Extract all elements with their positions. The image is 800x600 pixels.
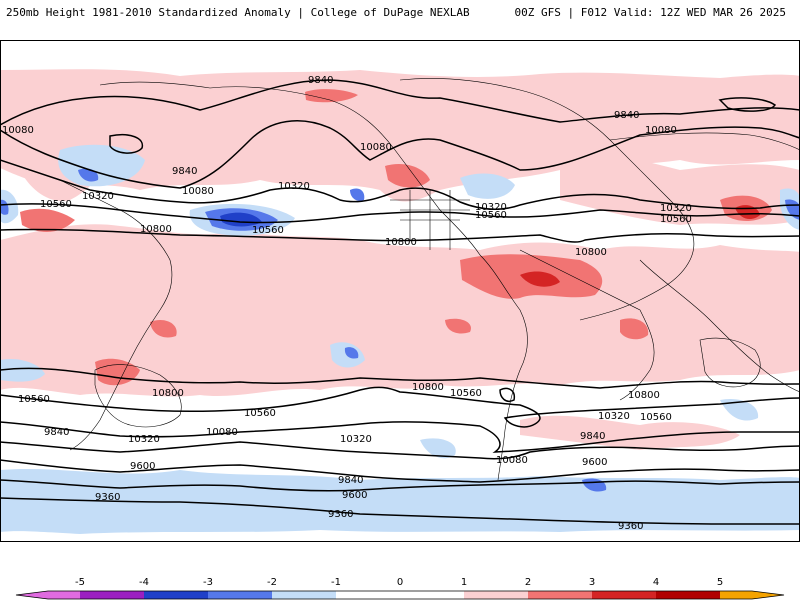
contour-9600-south — [0, 479, 800, 492]
contour-labels: 9840 9840 9840 10080 10080 10080 10080 1… — [2, 75, 692, 532]
contour-closed-low-1 — [109, 134, 144, 154]
colorbar-tick: -1 — [331, 577, 341, 588]
contour-label: 10560 — [475, 210, 507, 221]
colorbar-segment — [48, 591, 80, 599]
colorbar-tick: 4 — [653, 577, 659, 588]
contour-10320-north — [0, 159, 800, 210]
colorbar-tick: -2 — [267, 577, 277, 588]
contour-label: 10800 — [140, 224, 172, 235]
contour-closed-low-3 — [499, 387, 516, 402]
colorbar-segment — [272, 591, 336, 599]
contour-label: 10080 — [645, 125, 677, 136]
contour-label: 9840 — [308, 75, 333, 86]
anomaly-colorbar: -5 -4 -3 -2 -1 0 1 2 3 4 5 — [15, 577, 785, 600]
colorbar-tick: -5 — [75, 577, 85, 588]
contour-label: 9360 — [328, 509, 353, 520]
contour-label: 10080 — [2, 125, 34, 136]
contour-10800-north — [0, 228, 800, 243]
colorbar-tick: 2 — [525, 577, 531, 588]
colorbar-right-arrow — [752, 591, 784, 599]
contour-label: 10800 — [628, 390, 660, 401]
contour-label: 10320 — [660, 203, 692, 214]
contour-label: 10560 — [450, 388, 482, 399]
contour-label: 9600 — [582, 457, 607, 468]
contour-label: 10320 — [340, 434, 372, 445]
contour-label: 9600 — [342, 490, 367, 501]
contour-label: 10800 — [412, 382, 444, 393]
contour-label: 10320 — [128, 434, 160, 445]
colorbar-tick: 1 — [461, 577, 467, 588]
contour-label: 9840 — [338, 475, 363, 486]
contour-9360-south — [0, 497, 800, 525]
contour-label: 10560 — [40, 199, 72, 210]
contour-label: 10320 — [475, 202, 507, 213]
colorbar-segment — [336, 591, 464, 599]
contour-label: 9840 — [44, 427, 69, 438]
coastlines — [59, 78, 800, 481]
colorbar-segment — [80, 591, 144, 599]
contour-label: 10560 — [244, 408, 276, 419]
colorbar-segment — [464, 591, 528, 599]
contour-label: 9840 — [580, 431, 605, 442]
colorbar-segment — [528, 591, 592, 599]
colorbar-tick: 5 — [717, 577, 723, 588]
colorbar-segment — [144, 591, 208, 599]
contour-label: 10560 — [660, 214, 692, 225]
contour-label: 10800 — [575, 247, 607, 258]
contour-label: 10560 — [640, 412, 672, 423]
contour-label: 10080 — [206, 427, 238, 438]
contour-10080-south — [0, 441, 800, 460]
contour-closed-low-2 — [718, 97, 777, 112]
contour-9840-south — [0, 459, 800, 483]
colorbar-segment — [208, 591, 272, 599]
contour-10800-south — [0, 367, 800, 389]
colorbar-left-arrow — [16, 591, 48, 599]
colorbar-tick: 0 — [397, 577, 403, 588]
contour-10320-south — [0, 421, 800, 453]
contour-label: 10320 — [598, 411, 630, 422]
positive-anomaly-shading — [0, 69, 800, 450]
contour-label: 10320 — [82, 191, 114, 202]
contour-label: 9360 — [95, 492, 120, 503]
colorbar-outline — [15, 590, 785, 600]
colorbar-segment — [656, 591, 720, 599]
anomaly-map: 9840 9840 9840 10080 10080 10080 10080 1… — [0, 40, 800, 542]
contour-9840-north — [0, 79, 800, 126]
contour-label: 10080 — [360, 142, 392, 153]
contour-10080-north — [0, 120, 800, 189]
height-contours — [0, 79, 800, 525]
colorbar-tick: -3 — [203, 577, 213, 588]
contour-label: 9840 — [614, 110, 639, 121]
contour-label: 10560 — [252, 225, 284, 236]
colorbar-tick: -4 — [139, 577, 149, 588]
contour-10560-north — [0, 203, 800, 224]
contour-label: 10320 — [278, 181, 310, 192]
map-title: 250mb Height 1981-2010 Standardized Anom… — [6, 6, 470, 19]
colorbar-segment — [592, 591, 656, 599]
contour-10560-south — [0, 386, 800, 428]
contour-label: 10560 — [18, 394, 50, 405]
colorbar-tick: 3 — [589, 577, 595, 588]
contour-label: 10800 — [152, 388, 184, 399]
model-run-info: 00Z GFS | F012 Valid: 12Z WED MAR 26 202… — [514, 6, 786, 19]
contour-label: 10080 — [496, 455, 528, 466]
contour-label: 10800 — [385, 237, 417, 248]
contour-label: 10080 — [182, 186, 214, 197]
contour-label: 9360 — [618, 521, 643, 532]
contour-label: 9600 — [130, 461, 155, 472]
colorbar-ticks: -5 -4 -3 -2 -1 0 1 2 3 4 5 — [75, 577, 723, 588]
colorbar-segment — [720, 591, 752, 599]
contour-label: 9840 — [172, 166, 197, 177]
